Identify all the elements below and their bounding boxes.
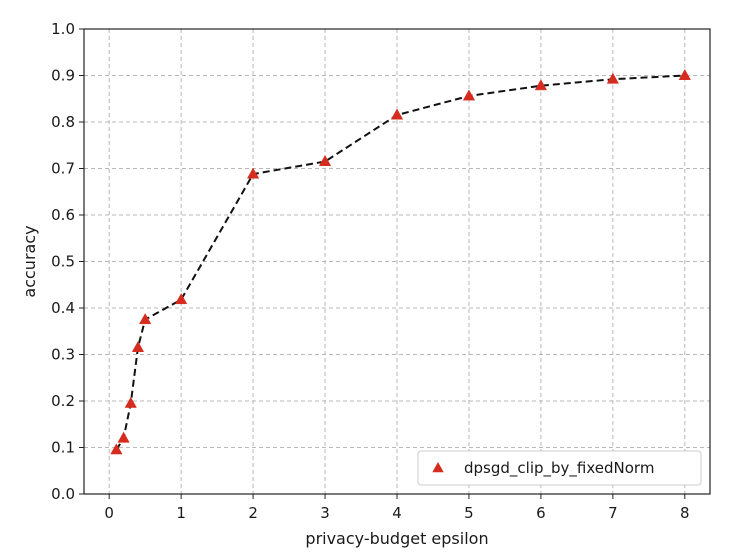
data-point-triangle [462, 89, 476, 101]
y-tick-label: 0.8 [51, 113, 75, 131]
y-tick-label: 0.0 [51, 485, 75, 503]
x-tick-label: 6 [536, 504, 546, 522]
data-point-triangle [110, 443, 123, 455]
data-point-triangle [175, 293, 188, 305]
x-tick-label: 4 [392, 504, 402, 522]
legend-marker-triangle [432, 462, 444, 473]
legend-label: dpsgd_clip_by_fixedNorm [464, 459, 654, 478]
data-point-triangle [678, 68, 691, 80]
grid [84, 28, 710, 495]
data-point-triangle [534, 79, 548, 91]
x-tick-label: 1 [176, 504, 186, 522]
x-tick-label: 3 [320, 504, 330, 522]
x-tick-label: 5 [464, 504, 474, 522]
series-line [115, 74, 685, 451]
data-point-triangle [124, 396, 137, 408]
x-tick-label: 7 [608, 504, 618, 522]
y-axis-label: accuracy [20, 225, 39, 297]
y-tick-label: 0.9 [51, 67, 75, 85]
series-markers [110, 68, 691, 455]
y-tick-label: 0.3 [51, 346, 75, 364]
data-point-triangle [390, 108, 404, 120]
y-tick-label: 0.5 [51, 253, 75, 271]
y-tick-label: 0.7 [51, 160, 75, 178]
y-tick-label: 1.0 [51, 20, 75, 38]
y-tick-label: 0.4 [51, 299, 75, 317]
data-point-triangle [246, 167, 260, 179]
x-tick-label: 2 [248, 504, 258, 522]
data-point-triangle [139, 313, 152, 325]
legend: dpsgd_clip_by_fixedNorm [417, 450, 702, 486]
series-lines [115, 74, 685, 451]
x-tick-label: 0 [104, 504, 114, 522]
data-point-triangle [117, 431, 130, 443]
data-point-triangle [131, 341, 145, 352]
axis-ticks: 0 1 2 3 4 5 6 7 8 0.0 0.1 0.2 0.3 0.4 0.5 0.6 0.7 0.8 0.9 1… [51, 20, 689, 522]
y-tick-label: 0.1 [51, 439, 75, 457]
x-tick-label: 8 [680, 504, 690, 522]
data-point-triangle [606, 72, 619, 84]
legend-box [417, 450, 702, 486]
y-tick-label: 0.6 [51, 206, 75, 224]
x-axis-label: privacy-budget epsilon [305, 529, 488, 548]
y-tick-label: 0.2 [51, 392, 75, 410]
data-point-triangle [318, 155, 332, 166]
